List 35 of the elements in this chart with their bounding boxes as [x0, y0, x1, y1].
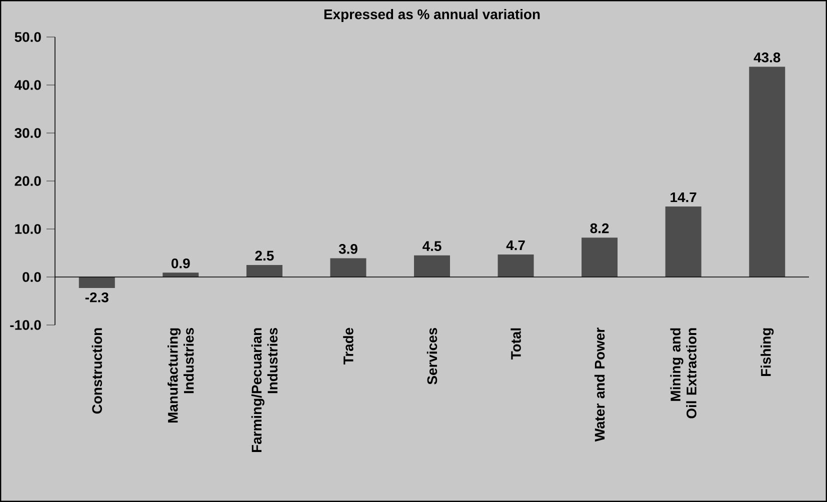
data-label: 4.7: [506, 240, 525, 250]
bar: [414, 255, 450, 277]
data-label: -2.3: [85, 292, 108, 302]
bar: [498, 254, 534, 277]
bar: [665, 206, 702, 277]
x-tick-label: Fishing: [760, 328, 774, 376]
y-tick-label: 30.0: [14, 128, 41, 138]
data-label: 3.9: [338, 244, 358, 254]
bar: [162, 272, 199, 277]
y-tick-label: 0.0: [22, 272, 41, 282]
data-label: 4.5: [422, 241, 442, 252]
bar: [78, 277, 115, 288]
x-tick-label: Mining and Oil Extraction: [670, 328, 696, 418]
x-tick-label: Water and Power: [594, 328, 605, 442]
chart-title: Expressed as % annual variation: [324, 9, 540, 22]
x-tick-label: Construction: [92, 328, 102, 414]
data-label: 14.7: [670, 192, 696, 202]
data-label: 2.5: [255, 250, 274, 261]
bar: [246, 265, 282, 277]
y-tick-label: 10.0: [15, 224, 41, 234]
x-tick-label: Farming/Pecuarian Industries: [251, 328, 278, 452]
y-tick-label: 20.0: [14, 176, 41, 186]
bar: [749, 66, 786, 277]
x-tick-label: Total: [510, 328, 521, 360]
x-tick-label: Manufacturing Industries: [168, 328, 194, 423]
bar: [582, 238, 618, 277]
y-tick-label: 50.0: [14, 32, 41, 42]
x-tick-label: Trade: [343, 328, 354, 364]
x-tick-label: Services: [426, 328, 438, 384]
y-tick-label: 40.0: [14, 80, 41, 90]
bar: [330, 258, 366, 277]
data-label: 8.2: [590, 223, 609, 234]
data-label: 0.9: [172, 258, 190, 268]
data-label: 43.8: [754, 52, 780, 62]
y-tick-label: -10.0: [10, 320, 41, 330]
